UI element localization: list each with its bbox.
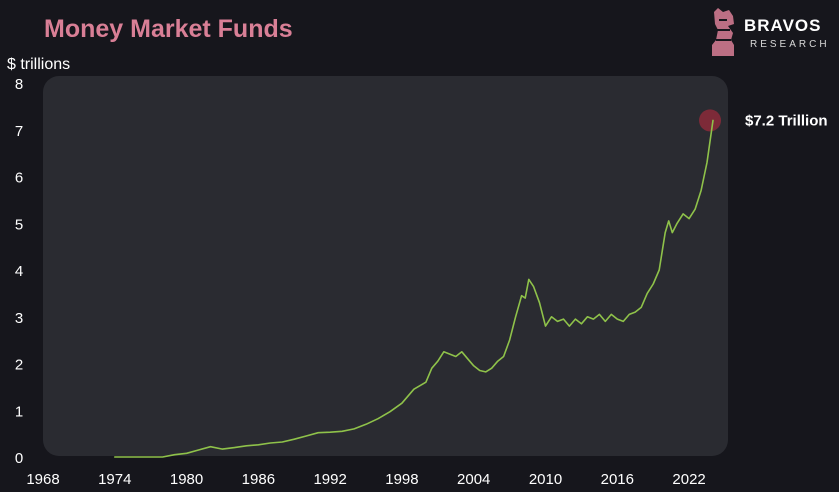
y-tick-label: 8 [15, 76, 23, 93]
x-tick-label: 2004 [457, 471, 490, 488]
y-tick-label: 1 [15, 403, 23, 420]
annotation-layer: $7.2 Trillion [745, 112, 828, 129]
y-tick-label: 4 [15, 263, 23, 280]
x-tick-label: 1968 [26, 471, 59, 488]
brand-name: BRAVOS [744, 16, 821, 35]
y-tick-label: 7 [15, 123, 23, 140]
brand-subtitle: RESEARCH [750, 39, 830, 50]
y-tick-label: 6 [15, 170, 23, 187]
plot-area [43, 76, 728, 456]
y-axis-label: $ trillions [7, 56, 70, 73]
series-line [114, 119, 714, 458]
series-layer [114, 119, 714, 458]
knight-chess-piece-icon [712, 8, 734, 56]
latest-value-marker [699, 109, 722, 132]
x-tick-label: 2016 [601, 471, 634, 488]
highlight-layer [699, 109, 722, 132]
y-tick-label: 5 [15, 216, 23, 233]
x-axis-ticks: 1968 1974 1980 1986 1992 1998 2004 2010 2016 2022 [26, 471, 705, 488]
x-tick-label: 1980 [170, 471, 203, 488]
y-tick-label: 3 [15, 310, 23, 327]
x-tick-label: 1998 [385, 471, 418, 488]
x-tick-label: 2022 [672, 471, 705, 488]
x-tick-label: 1986 [242, 471, 275, 488]
y-axis-ticks: 0 1 2 3 4 5 6 7 8 [15, 76, 23, 467]
x-tick-label: 1992 [313, 471, 346, 488]
brand-logo: BRAVOS RESEARCH [712, 8, 830, 56]
y-tick-label: 2 [15, 357, 23, 374]
chart-title: Money Market Funds [44, 15, 293, 43]
annotation-label: $7.2 Trillion [745, 112, 828, 129]
y-tick-label: 0 [15, 450, 23, 467]
x-tick-label: 1974 [98, 471, 131, 488]
x-tick-label: 2010 [529, 471, 562, 488]
